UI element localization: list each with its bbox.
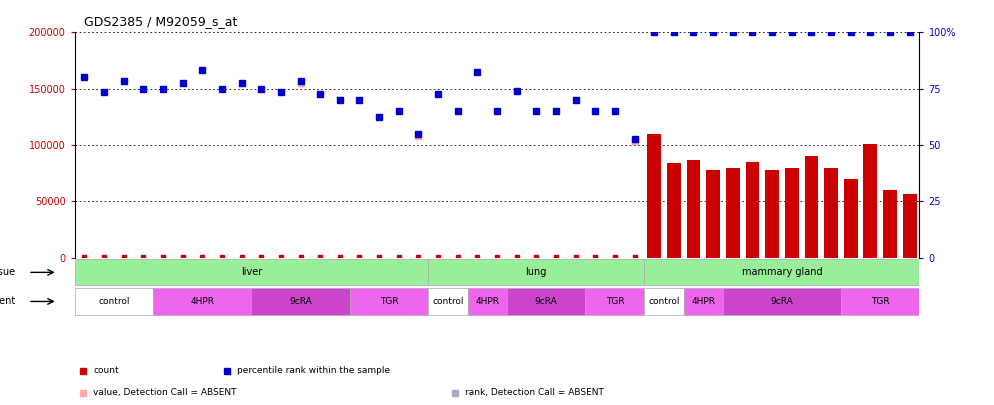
Bar [707,170,720,258]
Bar [824,168,838,258]
Bar [684,288,723,315]
Bar [75,259,428,286]
Text: 9cRA: 9cRA [535,297,558,306]
Bar [251,288,350,315]
Text: 4HPR: 4HPR [190,297,215,306]
Text: count: count [93,366,118,375]
Bar [350,288,428,315]
Bar [746,162,759,258]
Text: tissue: tissue [0,267,15,277]
Bar [723,288,841,315]
Bar [785,168,798,258]
Text: liver: liver [241,267,262,277]
Bar [844,179,858,258]
Bar [507,288,585,315]
Bar [428,288,467,315]
Bar [153,288,251,315]
Text: TGR: TGR [380,297,399,306]
Bar [726,168,740,258]
Bar [644,288,684,315]
Text: mammary gland: mammary gland [742,267,822,277]
Text: TGR: TGR [871,297,890,306]
Text: TGR: TGR [605,297,624,306]
Bar [428,259,644,286]
Bar [765,170,779,258]
Text: agent: agent [0,296,15,307]
Text: 4HPR: 4HPR [691,297,716,306]
Text: control: control [432,297,463,306]
Bar [585,288,644,315]
Bar [75,288,153,315]
Bar [687,160,701,258]
Bar [903,194,916,258]
Bar [883,190,897,258]
Bar [644,259,919,286]
Text: value, Detection Call = ABSENT: value, Detection Call = ABSENT [93,388,237,397]
Text: percentile rank within the sample: percentile rank within the sample [237,366,390,375]
Bar [467,288,507,315]
Text: GDS2385 / M92059_s_at: GDS2385 / M92059_s_at [84,15,238,28]
Bar [841,288,919,315]
Bar [804,156,818,258]
Text: lung: lung [526,267,547,277]
Text: 4HPR: 4HPR [475,297,499,306]
Text: 9cRA: 9cRA [770,297,793,306]
Bar [667,163,681,258]
Bar [647,134,661,258]
Text: rank, Detection Call = ABSENT: rank, Detection Call = ABSENT [465,388,603,397]
Text: control: control [98,297,129,306]
Text: 9cRA: 9cRA [289,297,312,306]
Text: control: control [648,297,680,306]
Bar [864,144,878,258]
